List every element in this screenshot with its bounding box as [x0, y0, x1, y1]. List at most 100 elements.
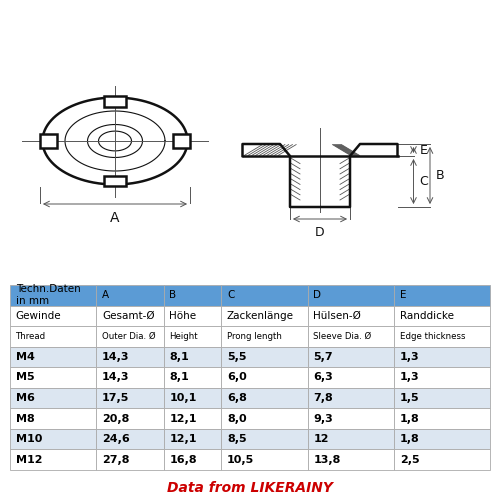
Text: Höhe: Höhe [170, 311, 196, 321]
FancyBboxPatch shape [394, 429, 490, 450]
Text: M8: M8 [16, 414, 34, 424]
FancyBboxPatch shape [10, 367, 97, 388]
Text: 12,1: 12,1 [170, 434, 197, 444]
Text: D: D [314, 290, 322, 300]
FancyBboxPatch shape [308, 326, 394, 346]
FancyBboxPatch shape [221, 429, 308, 450]
FancyBboxPatch shape [164, 429, 221, 450]
FancyBboxPatch shape [221, 367, 308, 388]
Text: 5,5: 5,5 [227, 352, 246, 362]
FancyBboxPatch shape [308, 450, 394, 470]
Text: C: C [420, 175, 428, 188]
Text: Gewinde: Gewinde [16, 311, 62, 321]
FancyBboxPatch shape [96, 306, 164, 326]
Text: Randdicke: Randdicke [400, 311, 454, 321]
Text: 1,8: 1,8 [400, 434, 419, 444]
FancyBboxPatch shape [308, 346, 394, 367]
FancyBboxPatch shape [10, 326, 97, 346]
Text: 2,5: 2,5 [400, 454, 419, 464]
Text: Thread: Thread [16, 332, 46, 341]
FancyBboxPatch shape [221, 388, 308, 408]
Text: E: E [420, 144, 428, 156]
Text: Zackenlänge: Zackenlänge [227, 311, 294, 321]
Text: 6,3: 6,3 [314, 372, 333, 382]
Polygon shape [40, 134, 58, 147]
Text: 10,5: 10,5 [227, 454, 254, 464]
Text: 8,1: 8,1 [170, 372, 189, 382]
Text: 6,0: 6,0 [227, 372, 246, 382]
Text: 8,1: 8,1 [170, 352, 189, 362]
FancyBboxPatch shape [221, 306, 308, 326]
Text: Outer Dia. Ø: Outer Dia. Ø [102, 332, 156, 341]
FancyBboxPatch shape [10, 450, 97, 470]
Text: 20,8: 20,8 [102, 414, 130, 424]
Text: 10,1: 10,1 [170, 393, 196, 403]
FancyBboxPatch shape [394, 388, 490, 408]
FancyBboxPatch shape [10, 408, 97, 429]
Text: 17,5: 17,5 [102, 393, 130, 403]
Text: Data from LIKERAINY: Data from LIKERAINY [167, 481, 333, 495]
FancyBboxPatch shape [96, 367, 164, 388]
FancyBboxPatch shape [164, 346, 221, 367]
FancyBboxPatch shape [221, 450, 308, 470]
FancyBboxPatch shape [96, 450, 164, 470]
Text: A: A [102, 290, 110, 300]
Text: E: E [400, 290, 406, 300]
Text: 7,8: 7,8 [314, 393, 333, 403]
Text: 27,8: 27,8 [102, 454, 130, 464]
FancyBboxPatch shape [164, 306, 221, 326]
Text: 1,5: 1,5 [400, 393, 419, 403]
FancyBboxPatch shape [394, 367, 490, 388]
Text: Height: Height [170, 332, 198, 341]
FancyBboxPatch shape [394, 408, 490, 429]
Text: 14,3: 14,3 [102, 352, 130, 362]
Text: 5,7: 5,7 [314, 352, 333, 362]
FancyBboxPatch shape [308, 408, 394, 429]
FancyBboxPatch shape [221, 346, 308, 367]
FancyBboxPatch shape [10, 285, 97, 306]
FancyBboxPatch shape [96, 346, 164, 367]
FancyBboxPatch shape [96, 285, 164, 306]
Text: M12: M12 [16, 454, 42, 464]
FancyBboxPatch shape [10, 429, 97, 450]
Text: 1,3: 1,3 [400, 372, 419, 382]
Polygon shape [172, 134, 190, 147]
Text: 14,3: 14,3 [102, 372, 130, 382]
FancyBboxPatch shape [308, 306, 394, 326]
FancyBboxPatch shape [96, 388, 164, 408]
Text: A: A [110, 210, 120, 224]
FancyBboxPatch shape [221, 285, 308, 306]
FancyBboxPatch shape [10, 346, 97, 367]
Polygon shape [104, 176, 126, 186]
FancyBboxPatch shape [394, 285, 490, 306]
FancyBboxPatch shape [308, 367, 394, 388]
FancyBboxPatch shape [394, 450, 490, 470]
FancyBboxPatch shape [164, 388, 221, 408]
FancyBboxPatch shape [164, 450, 221, 470]
Text: 12: 12 [314, 434, 329, 444]
Text: B: B [170, 290, 176, 300]
FancyBboxPatch shape [10, 388, 97, 408]
FancyBboxPatch shape [164, 408, 221, 429]
Polygon shape [242, 144, 398, 207]
Text: 24,6: 24,6 [102, 434, 130, 444]
FancyBboxPatch shape [164, 285, 221, 306]
FancyBboxPatch shape [394, 306, 490, 326]
FancyBboxPatch shape [308, 429, 394, 450]
Text: 12,1: 12,1 [170, 414, 197, 424]
FancyBboxPatch shape [96, 326, 164, 346]
Text: M4: M4 [16, 352, 34, 362]
FancyBboxPatch shape [308, 285, 394, 306]
Text: 1,8: 1,8 [400, 414, 419, 424]
Text: Sleeve Dia. Ø: Sleeve Dia. Ø [314, 332, 372, 341]
Text: 1,3: 1,3 [400, 352, 419, 362]
Text: D: D [315, 226, 325, 238]
Text: 9,3: 9,3 [314, 414, 333, 424]
Text: Gesamt-Ø: Gesamt-Ø [102, 311, 155, 321]
Text: 16,8: 16,8 [170, 454, 197, 464]
FancyBboxPatch shape [221, 326, 308, 346]
Text: M6: M6 [16, 393, 34, 403]
Text: Techn.Daten
in mm: Techn.Daten in mm [16, 284, 80, 306]
FancyBboxPatch shape [394, 326, 490, 346]
Text: 8,5: 8,5 [227, 434, 246, 444]
